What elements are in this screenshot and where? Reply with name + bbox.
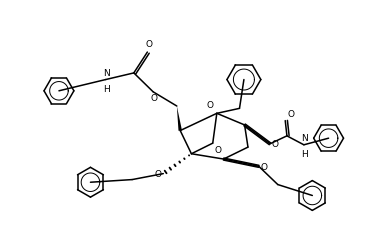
Text: H: H xyxy=(103,85,110,94)
Text: N: N xyxy=(301,134,308,143)
Text: O: O xyxy=(151,94,157,103)
Text: O: O xyxy=(215,146,222,155)
Text: O: O xyxy=(261,163,268,172)
Text: O: O xyxy=(272,140,279,149)
Text: H: H xyxy=(301,150,308,159)
Text: O: O xyxy=(207,101,214,110)
Text: O: O xyxy=(146,40,153,49)
Polygon shape xyxy=(177,106,182,131)
Text: O: O xyxy=(287,110,294,119)
Text: N: N xyxy=(103,69,110,78)
Text: O: O xyxy=(154,170,161,179)
